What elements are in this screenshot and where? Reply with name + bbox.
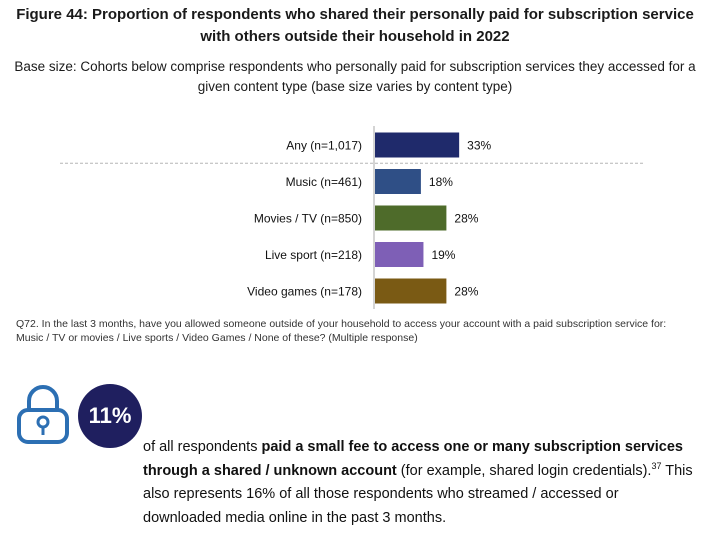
category-label: Music (n=461) xyxy=(286,175,362,189)
callout-prefix: of all respondents xyxy=(143,439,262,455)
category-label: Any (n=1,017) xyxy=(286,139,362,153)
category-label: Live sport (n=218) xyxy=(265,248,362,262)
callout-after: (for example, shared login credentials). xyxy=(396,462,652,479)
value-label: 19% xyxy=(431,248,455,262)
bar xyxy=(375,278,447,304)
footnote-ref: 37 xyxy=(651,460,662,471)
bar xyxy=(375,205,447,231)
bar xyxy=(375,242,424,267)
bar xyxy=(375,132,460,158)
callout-bold: paid a small fee to access one or many s… xyxy=(143,439,683,479)
value-label: 18% xyxy=(429,175,453,189)
bar-chart: Any (n=1,017) 33% Music (n=461) 18% Movies /… xyxy=(60,126,645,309)
value-label: 33% xyxy=(467,139,491,153)
category-label: Video games (n=178) xyxy=(247,285,362,299)
value-label: 28% xyxy=(454,212,478,226)
callout-text: of all respondents paid a small fee to a… xyxy=(143,436,699,530)
value-label: 28% xyxy=(454,285,478,299)
callout-second: This also represents 16% of all those re… xyxy=(143,462,693,526)
figure-title: Figure 44: Proportion of respondents who… xyxy=(16,6,694,45)
category-label: Movies / TV (n=850) xyxy=(254,212,362,226)
base-size-note: Base size: Cohorts below comprise respon… xyxy=(14,59,696,94)
question-note: Q72. In the last 3 months, have you allo… xyxy=(16,318,667,344)
stat-badge: 11% xyxy=(78,384,142,448)
padlock-icon xyxy=(17,385,69,444)
bar xyxy=(375,169,421,194)
